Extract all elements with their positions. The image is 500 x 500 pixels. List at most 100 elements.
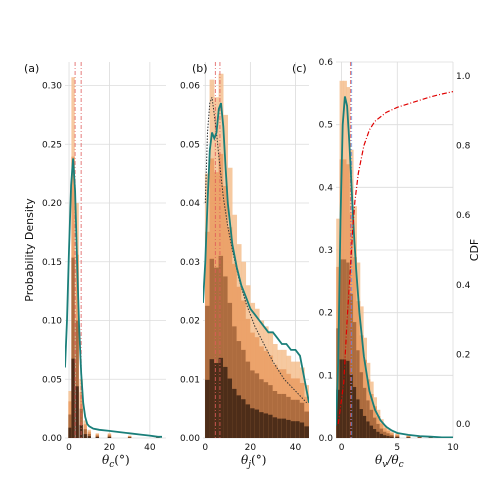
- hist-bar-a-0-2: [68, 414, 72, 438]
- hist-bar-c-20-2: [428, 437, 433, 438]
- hist-bar-a-5-2: [87, 433, 91, 438]
- x-tick-label-a-0: 0: [66, 443, 72, 453]
- hist-bar-a-5-3: [87, 436, 91, 438]
- hist-bar-b-0-2: [205, 305, 210, 438]
- hist-bar-b-20-3: [295, 421, 301, 438]
- hist-bar-b-1-2: [209, 258, 215, 438]
- hist-bar-b-3-2: [218, 255, 224, 438]
- hist-bar-c-12-3: [376, 431, 381, 438]
- hist-bar-b-4-3: [223, 366, 229, 438]
- x-tick-label-a-1: 20: [104, 443, 116, 453]
- hist-bar-b-15-3: [272, 417, 278, 438]
- hist-bar-c-10-3: [369, 425, 374, 438]
- y-tick-label-a-1: 0.05: [42, 375, 62, 385]
- x-axis-label-c-tail: /θ: [386, 453, 399, 467]
- hist-bar-b-7-3: [236, 395, 242, 438]
- x-axis-label-c: θv/θc: [375, 453, 404, 470]
- hist-bar-c-1-3: [339, 359, 344, 438]
- hist-bar-b-21-2: [299, 402, 305, 438]
- hist-bar-b-22-2: [304, 411, 309, 438]
- hist-bar-a-8-3: [127, 437, 132, 438]
- hist-bar-c-6-2: [356, 350, 361, 438]
- hist-bar-c-11-2: [373, 417, 377, 438]
- hist-bar-b-18-2: [286, 396, 292, 438]
- y2-tick-label-c-3: 0.6: [456, 211, 471, 221]
- hist-bar-b-1-3: [209, 359, 215, 438]
- x-axis-label-c-sub2: c: [399, 460, 404, 470]
- hist-bar-b-14-2: [268, 385, 274, 438]
- x-axis-label-b-sub: j: [246, 460, 251, 470]
- hist-bar-b-0-3: [205, 379, 210, 438]
- y-tick-label-a-0: 0.00: [42, 434, 62, 444]
- hist-bar-b-11-2: [254, 373, 260, 438]
- histogram-b: [205, 73, 309, 438]
- hist-bar-a-2-3: [75, 386, 79, 438]
- y-tick-label-b-0: 0.00: [180, 434, 200, 444]
- panel-b: 0.00 0.01 0.02 0.03 0.04 0.05 0.06 0 20 40 (b) θj…: [180, 62, 309, 470]
- hist-bar-b-22-3: [304, 426, 309, 438]
- hist-bar-c-13-2: [379, 428, 384, 438]
- hist-bar-c-16-3: [389, 436, 394, 438]
- hist-bar-b-13-2: [263, 382, 269, 438]
- hist-bar-b-16-3: [277, 418, 283, 438]
- y-tick-label-c-2: 0.2: [319, 309, 333, 319]
- hist-bar-b-6-3: [232, 388, 238, 438]
- hist-bar-b-7-2: [236, 341, 242, 438]
- hist-bar-c-7-2: [359, 372, 364, 438]
- hist-bar-a-8-2: [127, 436, 132, 438]
- hist-bar-b-16-2: [277, 393, 283, 438]
- hist-bar-c-12-2: [376, 423, 381, 438]
- y-tick-label-b-3: 0.03: [180, 258, 200, 268]
- hist-bar-b-11-3: [254, 409, 260, 438]
- x-axis-label-b-main: θ: [241, 453, 249, 467]
- hist-bar-b-12-3: [259, 412, 265, 438]
- y-tick-label-c-1: 0.1: [319, 371, 333, 381]
- x-tick-label-b-0: 0: [202, 443, 208, 453]
- hist-bar-c-9-2: [366, 400, 371, 438]
- y-tick-label-c-3: 0.3: [319, 246, 333, 256]
- hist-bar-b-3-3: [218, 357, 224, 438]
- hist-bar-c-9-3: [366, 421, 371, 438]
- hist-bar-b-5-3: [227, 378, 233, 438]
- x-axis-label-b: θj(°): [241, 453, 266, 470]
- y-tick-label-b-6: 0.06: [180, 82, 200, 92]
- hist-bar-c-1-2: [339, 259, 344, 438]
- hist-bar-c-19-2: [417, 437, 422, 438]
- hist-bar-a-6-2: [95, 435, 100, 438]
- y-tick-label-a-4: 0.20: [42, 199, 62, 209]
- panel-c: 0.0 0.2 0.4 0.6 0.8 1.0 0.0 0.1 0.2 0.3 0.4 0.5 0.6 0…: [292, 58, 481, 470]
- hist-bar-c-16-2: [389, 434, 394, 438]
- x-tick-label-a-2: 40: [144, 443, 156, 453]
- hist-bar-b-13-3: [263, 413, 269, 438]
- hist-bar-c-0-3: [336, 389, 341, 438]
- hist-bar-b-2-2: [214, 267, 219, 438]
- hist-bar-a-9-2: [156, 437, 160, 438]
- hist-bar-a-0-3: [68, 427, 72, 438]
- hist-bar-b-6-2: [232, 326, 238, 438]
- grid-a: [65, 62, 166, 439]
- y-tick-label-a-3: 0.15: [42, 258, 62, 268]
- hist-bar-b-8-2: [241, 349, 247, 438]
- hist-bar-c-7-3: [359, 409, 364, 438]
- hist-bar-c-17-2: [395, 435, 400, 438]
- dotted-curve-b: [204, 97, 308, 404]
- panel-a: 0.00 0.05 0.10 0.15 0.20 0.25 0.30 0 20 40 (a) θc…: [23, 62, 166, 470]
- hist-bar-b-17-3: [281, 418, 287, 438]
- y2-tick-label-c-0: 0.0: [456, 420, 471, 430]
- x-tick-label-c-0: 0: [339, 443, 345, 453]
- y-tick-label-b-4: 0.04: [180, 199, 200, 209]
- x-axis-label-a: θc(°): [102, 453, 130, 470]
- hist-bar-c-8-3: [362, 415, 367, 438]
- panel-label-c: (c): [292, 62, 307, 75]
- hist-bar-c-18-2: [406, 436, 411, 438]
- hist-bar-b-12-2: [259, 379, 265, 438]
- hist-bar-a-2-2: [75, 320, 79, 438]
- hist-bar-b-18-3: [286, 419, 292, 438]
- hist-bar-b-5-2: [227, 302, 233, 438]
- hist-bar-a-1-2: [71, 257, 75, 438]
- hist-bar-b-8-3: [241, 399, 247, 438]
- y-tick-label-c-5: 0.5: [319, 121, 333, 131]
- hist-bar-c-3-3: [346, 360, 351, 438]
- hist-bar-b-9-3: [245, 404, 251, 438]
